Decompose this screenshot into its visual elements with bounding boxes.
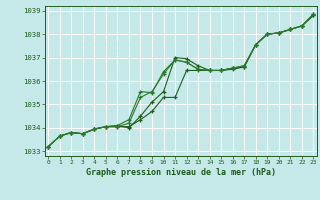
X-axis label: Graphe pression niveau de la mer (hPa): Graphe pression niveau de la mer (hPa) xyxy=(86,168,276,177)
